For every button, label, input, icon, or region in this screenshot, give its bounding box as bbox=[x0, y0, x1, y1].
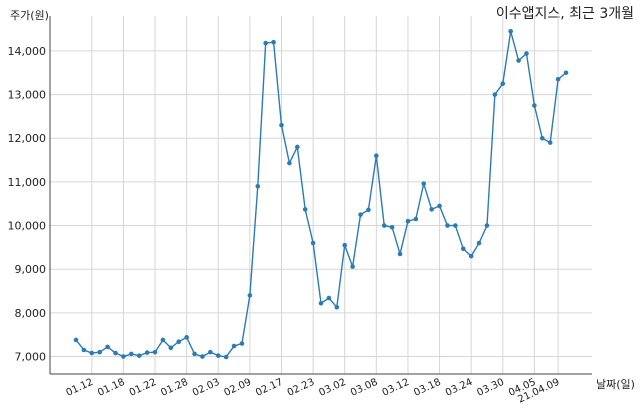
data-point bbox=[413, 216, 419, 222]
data-point bbox=[168, 345, 174, 351]
data-point bbox=[389, 225, 395, 230]
data-point bbox=[476, 240, 482, 246]
data-point bbox=[215, 353, 221, 358]
y-tick-label: 11,000 bbox=[8, 176, 47, 189]
data-point bbox=[460, 246, 466, 251]
x-tick-label: 01.22 bbox=[128, 377, 159, 399]
x-tick-label: 01.18 bbox=[96, 377, 127, 399]
data-point bbox=[366, 207, 371, 213]
data-point bbox=[239, 341, 245, 346]
data-point bbox=[532, 103, 537, 108]
data-point bbox=[97, 349, 103, 355]
data-point bbox=[453, 223, 458, 228]
axes bbox=[49, 16, 592, 375]
data-point bbox=[547, 140, 553, 145]
data-point bbox=[255, 183, 261, 189]
x-tick-labels: 01.12 01.18 01.22 01.28 02.03 02.09 02.17 02.23… bbox=[64, 377, 561, 406]
data-point bbox=[342, 242, 348, 248]
data-point bbox=[160, 337, 166, 343]
series-points bbox=[73, 28, 569, 360]
data-point bbox=[492, 92, 498, 97]
data-point bbox=[539, 135, 545, 141]
data-point bbox=[310, 240, 316, 246]
data-point bbox=[302, 207, 308, 212]
data-point bbox=[192, 351, 197, 357]
data-point bbox=[89, 350, 95, 356]
data-point bbox=[405, 218, 411, 224]
x-tick-label: 03.18 bbox=[412, 377, 443, 399]
y-tick-label: 9,000 bbox=[15, 263, 47, 276]
data-point bbox=[500, 81, 506, 86]
y-tick-labels: 7,000 8,000 9,000 10,000 11,000 12,000 13,000 1… bbox=[8, 45, 47, 364]
data-point bbox=[429, 207, 434, 212]
x-tick-label: 03.02 bbox=[317, 377, 348, 399]
data-point bbox=[247, 293, 253, 298]
grid bbox=[50, 16, 592, 374]
data-point bbox=[294, 144, 300, 150]
x-tick-label: 03.08 bbox=[349, 377, 380, 399]
data-point bbox=[287, 160, 292, 166]
series-lines bbox=[75, 30, 567, 358]
x-tick-label: 01.12 bbox=[64, 377, 95, 399]
data-point bbox=[105, 344, 110, 350]
x-tick-label: 01.28 bbox=[159, 377, 190, 399]
x-tick-label: 03.30 bbox=[475, 377, 506, 399]
data-point bbox=[318, 300, 324, 306]
x-tick-label: 03.24 bbox=[444, 377, 475, 399]
data-point bbox=[231, 343, 237, 349]
data-point bbox=[263, 40, 268, 46]
data-point bbox=[374, 153, 379, 159]
x-tick-label: 03.12 bbox=[381, 377, 412, 399]
data-point bbox=[208, 349, 213, 355]
series-line bbox=[75, 30, 567, 358]
y-axis-label: 주가(원) bbox=[10, 9, 49, 22]
x-axis-label: 날짜(일) bbox=[596, 378, 635, 391]
data-point bbox=[81, 347, 87, 353]
data-point bbox=[445, 223, 450, 228]
x-tick-label: 02.23 bbox=[286, 377, 317, 399]
data-point bbox=[437, 203, 442, 209]
data-point bbox=[563, 70, 569, 76]
y-tick-label: 8,000 bbox=[15, 307, 47, 320]
data-point bbox=[129, 351, 134, 357]
data-point bbox=[176, 339, 182, 344]
data-point bbox=[358, 212, 363, 217]
data-point bbox=[326, 295, 332, 301]
x-tick-label: 02.09 bbox=[223, 377, 254, 399]
data-point bbox=[121, 354, 126, 359]
y-tick-label: 7,000 bbox=[15, 351, 47, 364]
data-point bbox=[144, 350, 150, 355]
data-point bbox=[113, 350, 118, 356]
data-point bbox=[271, 39, 276, 45]
x-tick-label: 02.17 bbox=[254, 377, 285, 399]
data-point bbox=[184, 335, 189, 340]
chart-title: 이수앱지스, 최근 3개월 bbox=[495, 6, 634, 22]
data-point bbox=[200, 354, 205, 359]
data-point bbox=[350, 264, 355, 269]
x-tick-label: 02.03 bbox=[191, 377, 222, 399]
data-point bbox=[223, 354, 229, 360]
data-point bbox=[468, 253, 474, 259]
data-point bbox=[73, 337, 79, 343]
y-tick-label: 12,000 bbox=[8, 132, 47, 145]
data-point bbox=[524, 51, 529, 56]
data-point bbox=[421, 181, 427, 186]
data-point bbox=[136, 353, 142, 358]
y-tick-label: 13,000 bbox=[8, 89, 47, 102]
data-point bbox=[484, 223, 490, 228]
data-point bbox=[516, 58, 521, 63]
y-tick-label: 10,000 bbox=[8, 220, 47, 233]
data-point bbox=[397, 251, 403, 257]
data-point bbox=[555, 77, 561, 82]
data-point bbox=[381, 223, 387, 228]
data-point bbox=[508, 28, 513, 34]
data-point bbox=[152, 349, 158, 355]
data-point bbox=[334, 304, 340, 310]
y-tick-label: 14,000 bbox=[8, 45, 47, 58]
data-point bbox=[279, 122, 284, 128]
